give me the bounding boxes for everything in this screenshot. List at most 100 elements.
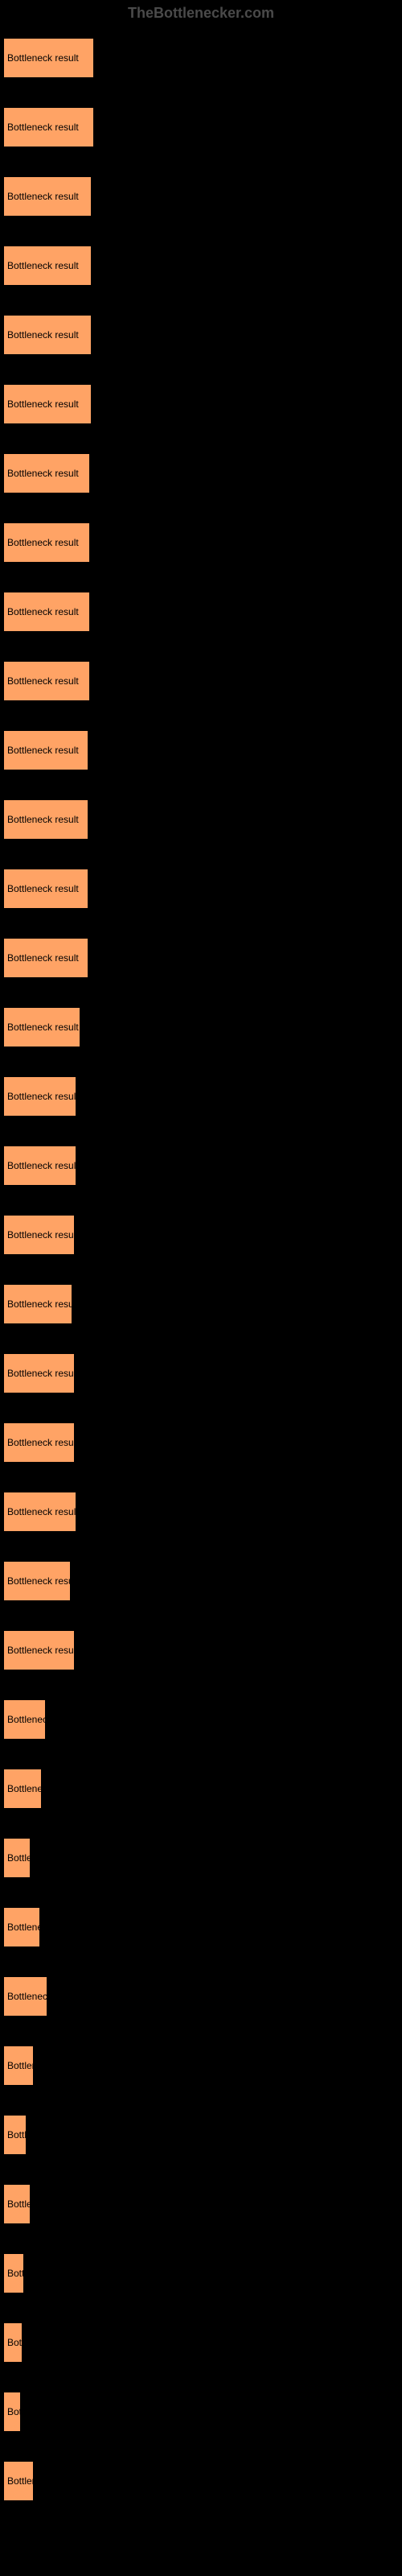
bar: Bottleneck result [3,938,88,978]
bar: Bottleneck result [3,2046,34,2086]
bar-gpu-label [3,2102,399,2115]
bar-gpu-label [3,233,399,246]
bar-value-label: Bottleneck result [7,398,79,410]
bar-row: Bottleneck result [3,2310,399,2366]
bar-value-label: Bottleneck result [7,1160,76,1171]
bar-gpu-label [3,2379,399,2392]
bar-row: Bottleneck result [3,856,399,912]
bar: Bottleneck result [3,1007,80,1047]
bar: Bottleneck result [3,1907,40,1947]
bar-value-label: Bottleneck result [7,52,79,64]
bar-row: Bottleneck result [3,2240,399,2297]
bar-row: Bottleneck result [3,1825,399,1881]
bar-value-label: Bottleneck result [7,2337,22,2348]
bar-gpu-label [3,1063,399,1076]
bar-gpu-label [3,1410,399,1422]
bar-gpu-label [3,1894,399,1907]
bar-value-label: Bottleneck result [7,1783,41,1794]
bar-gpu-label [3,2171,399,2184]
watermark-text: TheBottlenecker.com [0,0,402,25]
bar-row: Bottleneck result [3,371,399,427]
bar-row: Bottleneck result [3,440,399,497]
bar-gpu-label [3,2448,399,2461]
bar-gpu-label [3,717,399,730]
bar: Bottleneck result [3,1492,76,1532]
bar: Bottleneck result [3,592,90,632]
bar-gpu-label [3,648,399,661]
bar-row: Bottleneck result [3,786,399,843]
bar-value-label: Bottleneck result [7,1298,72,1310]
bar-gpu-label [3,856,399,869]
bar-row: Bottleneck result [3,2379,399,2435]
bar: Bottleneck result [3,176,92,217]
bar-value-label: Bottleneck result [7,1922,39,1933]
bar-row: Bottleneck result [3,1271,399,1327]
bar-row: Bottleneck result [3,25,399,81]
bar-row: Bottleneck result [3,1202,399,1258]
bar-gpu-label [3,1479,399,1492]
bar-value-label: Bottleneck result [7,675,79,687]
bar: Bottleneck result [3,1838,31,1878]
bar: Bottleneck result [3,799,88,840]
bar: Bottleneck result [3,1630,75,1670]
bar: Bottleneck result [3,869,88,909]
bar-gpu-label [3,2240,399,2253]
bar-gpu-label [3,163,399,176]
bar-row: Bottleneck result [3,2102,399,2158]
bar-value-label: Bottleneck result [7,1714,45,1725]
bar-value-label: Bottleneck result [7,606,79,617]
bar-value-label: Bottleneck result [7,1645,74,1656]
bar-row: Bottleneck result [3,1340,399,1397]
bar-row: Bottleneck result [3,163,399,220]
bar-value-label: Bottleneck result [7,2475,33,2487]
bar: Bottleneck result [3,1561,71,1601]
bar: Bottleneck result [3,38,94,78]
bar: Bottleneck result [3,246,92,286]
bar: Bottleneck result [3,2322,23,2363]
bar-chart: Bottleneck result Bottleneck result Bottle… [0,25,402,2533]
bar-value-label: Bottleneck result [7,1437,74,1448]
bar-value-label: Bottleneck result [7,814,79,825]
bar-gpu-label [3,1825,399,1838]
bar-value-label: Bottleneck result [7,537,79,548]
bar-row: Bottleneck result [3,1756,399,1812]
bar-gpu-label [3,1963,399,1976]
bar: Bottleneck result [3,2461,34,2501]
bar-row: Bottleneck result [3,579,399,635]
bar-gpu-label [3,371,399,384]
bar-row: Bottleneck result [3,2033,399,2089]
bar: Bottleneck result [3,2115,27,2155]
bar-row: Bottleneck result [3,2171,399,2227]
bar: Bottleneck result [3,107,94,147]
bar: Bottleneck result [3,1215,75,1255]
bar: Bottleneck result [3,1146,76,1186]
bar-row: Bottleneck result [3,1686,399,1743]
bar-row: Bottleneck result [3,994,399,1051]
bar-row: Bottleneck result [3,1133,399,1189]
bar-value-label: Bottleneck result [7,122,79,133]
bar-gpu-label [3,1340,399,1353]
bar: Bottleneck result [3,2184,31,2224]
bar: Bottleneck result [3,1699,46,1740]
bar-row: Bottleneck result [3,1617,399,1674]
bar-gpu-label [3,302,399,315]
bar: Bottleneck result [3,2392,21,2432]
bar-gpu-label [3,2033,399,2046]
bar-value-label: Bottleneck result [7,883,79,894]
bar-value-label: Bottleneck result [7,1852,30,1864]
bar-gpu-label [3,579,399,592]
bar-value-label: Bottleneck result [7,2198,30,2210]
bar-value-label: Bottleneck result [7,1991,47,2002]
bar-row: Bottleneck result [3,1479,399,1535]
bar-gpu-label [3,1617,399,1630]
bar-value-label: Bottleneck result [7,1022,79,1033]
bar-value-label: Bottleneck result [7,2406,20,2417]
bar-value-label: Bottleneck result [7,260,79,271]
bar-gpu-label [3,1548,399,1561]
bar-gpu-label [3,994,399,1007]
bar-gpu-label [3,2310,399,2322]
bar-value-label: Bottleneck result [7,1368,74,1379]
bar-row: Bottleneck result [3,1548,399,1604]
bar: Bottleneck result [3,1076,76,1117]
bar: Bottleneck result [3,1976,47,2017]
